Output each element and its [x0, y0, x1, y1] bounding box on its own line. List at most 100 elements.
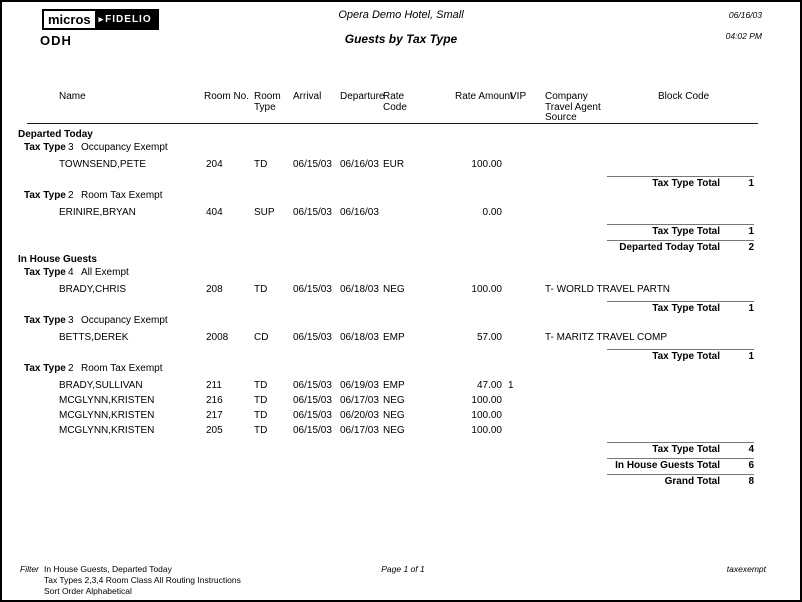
- report-code: taxexempt: [726, 564, 766, 574]
- room-number: 208: [206, 284, 223, 295]
- rate-amount: 100.00: [471, 395, 502, 406]
- tax-type-label: Tax Type: [24, 315, 66, 326]
- guest-row: ERINIRE,BRYAN 404 SUP 06/15/03 06/16/03 0.00: [2, 207, 800, 222]
- tax-type-total-rule: [2, 347, 800, 351]
- tax-type-total-row: Tax Type Total 1: [2, 226, 800, 238]
- tax-type-label: Tax Type: [24, 267, 66, 278]
- room-number: 216: [206, 395, 223, 406]
- tax-type-line: Tax Type 3 Occupancy Exempt: [2, 142, 800, 159]
- tax-type-total-row: Tax Type Total 1: [2, 351, 800, 363]
- filter-label: Filter: [20, 564, 39, 574]
- tax-type-label: Tax Type: [24, 190, 66, 201]
- section-total-rule-line: [607, 458, 754, 459]
- report-title: Guests by Tax Type: [344, 32, 458, 46]
- section-total-label: In House Guests Total: [615, 460, 720, 471]
- column-header-company-travel-agent-source: Company Travel Agent Source: [545, 91, 601, 123]
- tax-type-number: 4: [68, 267, 74, 278]
- grand-total-value: 8: [748, 476, 754, 487]
- run-time: 04:02 PM: [725, 31, 762, 41]
- section-total-value: 6: [748, 460, 754, 471]
- guest-name: BRADY,CHRIS: [59, 284, 127, 295]
- filter-line-2: Tax Types 2,3,4 Room Class All Routing I…: [44, 575, 241, 585]
- tax-type-description: Occupancy Exempt: [81, 142, 168, 153]
- tax-type-description: All Exempt: [81, 267, 129, 278]
- rate-code: NEG: [383, 395, 405, 406]
- section-total-row: In House Guests Total 6: [2, 460, 800, 472]
- departure-date: 06/18/03: [340, 332, 379, 343]
- departure-date: 06/18/03: [340, 284, 379, 295]
- rate-amount: 47.00: [476, 380, 502, 391]
- tax-type-number: 2: [68, 190, 74, 201]
- arrival-date: 06/15/03: [293, 395, 332, 406]
- tax-type-description: Room Tax Exempt: [81, 363, 163, 374]
- tax-type-total-rule: [2, 174, 800, 178]
- guest-name: MCGLYNN,KRISTEN: [59, 395, 155, 406]
- section-total-value: 2: [748, 242, 754, 253]
- tax-type-total-value: 1: [748, 351, 754, 362]
- column-header-vip: VIP: [510, 91, 527, 102]
- tax-type-total-label: Tax Type Total: [652, 303, 720, 314]
- vip-level: 1: [508, 380, 514, 391]
- room-type: TD: [254, 410, 268, 421]
- room-number: 204: [206, 159, 223, 170]
- rate-code: NEG: [383, 410, 405, 421]
- column-header-rate-amount: Rate Amount: [455, 91, 513, 102]
- tax-type-total-rule: [2, 440, 800, 444]
- column-header-departure: Departure: [340, 91, 385, 102]
- tax-type-total-value: 4: [748, 444, 754, 455]
- section-total-rule-line: [607, 240, 754, 241]
- tax-type-total-row: Tax Type Total 1: [2, 178, 800, 190]
- room-type: TD: [254, 395, 268, 406]
- departure-date: 06/17/03: [340, 425, 379, 436]
- column-header-rate-code: Rate Code: [383, 91, 407, 113]
- micros-logo-text: micros: [42, 9, 97, 30]
- arrival-date: 06/15/03: [293, 207, 332, 218]
- grand-total-label: Grand Total: [664, 476, 720, 487]
- section-total-rule: [2, 238, 800, 242]
- room-type: TD: [254, 425, 268, 436]
- section-header: Departed Today: [18, 129, 93, 140]
- departure-date: 06/20/03: [340, 410, 379, 421]
- section-total-label: Departed Today Total: [619, 242, 720, 253]
- departure-date: 06/16/03: [340, 159, 379, 170]
- tax-type-total-rule-line: [607, 442, 754, 443]
- guest-name: BETTS,DEREK: [59, 332, 129, 343]
- room-number: 2008: [206, 332, 229, 343]
- tax-type-total-label: Tax Type Total: [652, 351, 720, 362]
- rate-code: EMP: [383, 380, 405, 391]
- page-number: Page 1 of 1: [381, 564, 425, 574]
- arrival-date: 06/15/03: [293, 380, 332, 391]
- rate-amount: 100.00: [471, 425, 502, 436]
- report-body: Departed Today Tax Type 3 Occupancy Exempt T…: [2, 129, 800, 488]
- tax-type-label: Tax Type: [24, 363, 66, 374]
- tax-type-line: Tax Type 2 Room Tax Exempt: [2, 363, 800, 380]
- guest-name: ERINIRE,BRYAN: [59, 207, 136, 218]
- guest-row: BRADY,SULLIVAN 211 TD 06/15/03 06/19/03 EMP 47…: [2, 380, 800, 395]
- filter-line-1: In House Guests, Departed Today: [44, 564, 172, 574]
- tax-type-total-rule: [2, 299, 800, 303]
- section-total-row: Departed Today Total 2: [2, 242, 800, 254]
- departure-date: 06/17/03: [340, 395, 379, 406]
- tax-type-total-value: 1: [748, 303, 754, 314]
- rate-code: EMP: [383, 332, 405, 343]
- rate-amount: 100.00: [471, 284, 502, 295]
- property-code: ODH: [40, 33, 72, 48]
- tax-type-line: Tax Type 2 Room Tax Exempt: [2, 190, 800, 207]
- arrival-date: 06/15/03: [293, 332, 332, 343]
- tax-type-total-label: Tax Type Total: [652, 226, 720, 237]
- run-date: 06/16/03: [728, 10, 762, 20]
- tax-type-label: Tax Type: [24, 142, 66, 153]
- company-travel-agent: T- WORLD TRAVEL PARTN: [545, 284, 671, 295]
- column-header-block-code: Block Code: [658, 91, 710, 102]
- rate-amount: 100.00: [471, 159, 502, 170]
- arrival-date: 06/15/03: [293, 284, 332, 295]
- departure-date: 06/19/03: [340, 380, 379, 391]
- tax-type-number: 3: [68, 142, 74, 153]
- guest-row: TOWNSEND,PETE 204 TD 06/15/03 06/16/03 EUR 100…: [2, 159, 800, 174]
- arrival-date: 06/15/03: [293, 159, 332, 170]
- guest-row: MCGLYNN,KRISTEN 216 TD 06/15/03 06/17/03 NEG 1…: [2, 395, 800, 410]
- tax-type-total-row: Tax Type Total 4: [2, 444, 800, 456]
- guest-name: MCGLYNN,KRISTEN: [59, 425, 155, 436]
- room-type: TD: [254, 380, 268, 391]
